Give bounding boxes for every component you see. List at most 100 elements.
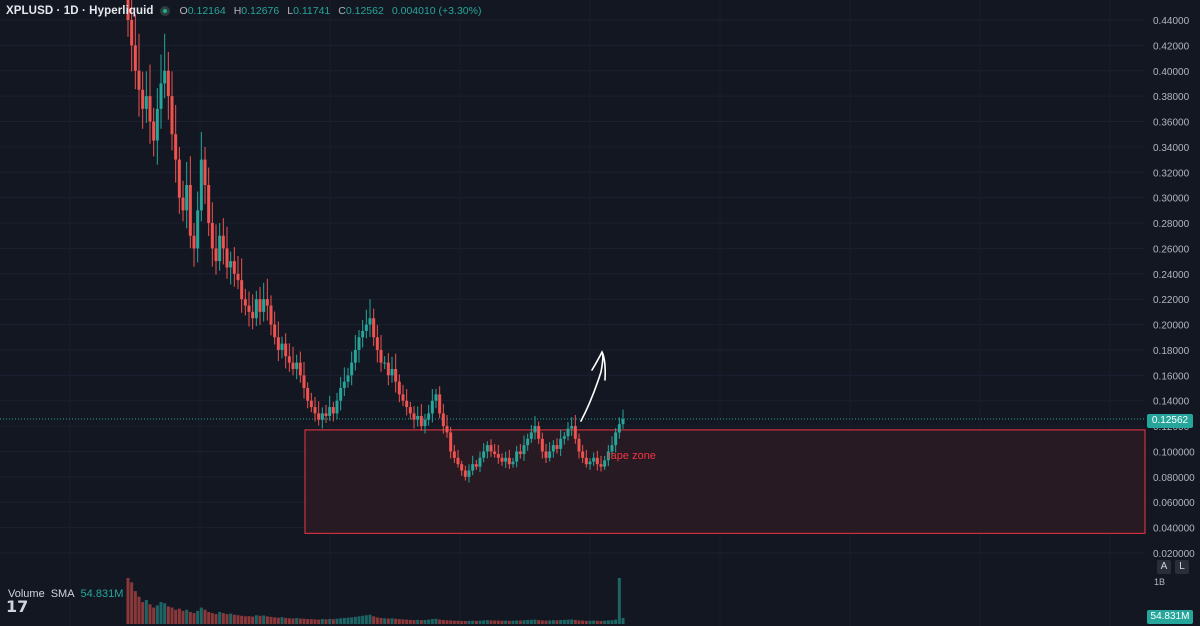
volume-bar	[251, 616, 255, 624]
volume-bar	[401, 619, 405, 624]
volume-bar	[548, 620, 552, 624]
candle-body	[394, 368, 398, 382]
volume-bar	[496, 620, 500, 624]
candle-body	[302, 375, 306, 389]
log-scale-button[interactable]: L	[1175, 560, 1189, 574]
volume-bar	[152, 607, 156, 624]
volume-bar	[357, 616, 361, 624]
volume-legend[interactable]: Volume SMA 54.831M	[8, 588, 123, 600]
volume-bar	[438, 619, 442, 624]
candle-body	[269, 305, 273, 325]
volume-bar	[529, 619, 533, 624]
candle-body	[320, 413, 324, 420]
volume-bar	[207, 611, 211, 624]
volume-bar	[500, 620, 504, 624]
candle-body	[533, 426, 537, 433]
candle-body	[482, 451, 486, 458]
candle-body	[555, 445, 559, 449]
candle-body	[339, 388, 343, 401]
candle-body	[185, 184, 189, 211]
price-tick-label: 0.18000	[1153, 346, 1190, 357]
candle-body	[606, 451, 610, 461]
volume-bar	[599, 620, 603, 624]
price-tick-label: 0.16000	[1153, 371, 1190, 382]
candle-body	[430, 400, 434, 414]
candle-body	[287, 356, 291, 363]
candle-body	[456, 457, 460, 465]
candle-body	[405, 400, 409, 408]
volume-bar	[570, 619, 574, 624]
price-tick-label: 0.30000	[1153, 194, 1190, 205]
candle-body	[423, 419, 427, 427]
volume-bar	[317, 619, 321, 624]
candle-body	[617, 424, 621, 433]
candle-body	[357, 337, 361, 350]
volume-bar	[240, 615, 244, 624]
volume-bar	[214, 614, 218, 624]
tradingview-logo[interactable]: 17	[6, 597, 29, 616]
volume-bar	[335, 618, 339, 624]
candle-body	[485, 445, 489, 452]
volume-bar	[537, 620, 541, 624]
volume-bar	[298, 618, 302, 624]
volume-bar	[295, 617, 299, 624]
candle-body	[540, 438, 544, 452]
volume-bar	[452, 620, 456, 624]
candle-body	[214, 248, 218, 262]
volume-bar	[423, 619, 427, 624]
volume-bar	[273, 617, 277, 624]
candle-body	[449, 432, 453, 452]
candle-body	[383, 362, 387, 364]
price-tick-label: 0.38000	[1153, 92, 1190, 103]
candle-body	[529, 432, 533, 439]
symbol-title[interactable]: XPLUSD · 1D · Hyperliquid	[6, 5, 154, 17]
candle-body	[133, 45, 137, 71]
candle-body	[346, 375, 350, 382]
candle-body	[515, 451, 519, 462]
volume-bar	[493, 620, 497, 624]
candle-body	[328, 407, 332, 416]
volume-bar	[174, 609, 178, 624]
volume-sma-label: SMA	[50, 588, 75, 600]
price-tick-label: 0.28000	[1153, 219, 1190, 230]
volume-bar	[383, 618, 387, 624]
volume-bar	[617, 578, 621, 624]
candle-body	[229, 261, 233, 268]
arrow-annotation	[580, 350, 606, 422]
volume-bar	[284, 617, 288, 624]
volume-bar	[342, 617, 346, 624]
volume-bar	[478, 620, 482, 624]
auto-scale-button[interactable]: A	[1157, 560, 1171, 574]
volume-bar	[467, 620, 471, 624]
volume-bar	[375, 617, 379, 624]
volume-bar	[141, 602, 145, 624]
candle-body	[152, 121, 156, 141]
volume-bar	[364, 615, 368, 624]
volume-bar	[218, 611, 222, 624]
volume-bar	[551, 620, 555, 624]
volume-bar	[291, 618, 295, 624]
candle-body	[280, 343, 284, 350]
volume-sma-value: 54.831M	[80, 588, 124, 600]
candle-body	[273, 324, 277, 338]
high-value: 0.12676	[241, 5, 280, 17]
volume-bar	[507, 620, 511, 624]
volume-bar	[595, 620, 599, 624]
volume-bar	[163, 603, 167, 624]
candle-body	[592, 457, 596, 462]
candle-body	[258, 299, 262, 312]
volume-bar	[573, 619, 577, 624]
volume-bar	[243, 616, 247, 624]
candle-body	[460, 464, 464, 471]
candle-body	[361, 330, 365, 338]
price-tick-label: 0.080000	[1153, 473, 1195, 484]
price-tick-label: 0.040000	[1153, 524, 1195, 535]
low-value: 0.11741	[293, 5, 331, 17]
volume-bar	[416, 619, 420, 624]
candle-body	[159, 83, 163, 109]
change-value: 0.004010 (+3.30%)	[391, 5, 482, 17]
volume-bar	[562, 619, 566, 624]
candle-body	[493, 451, 497, 455]
volume-bar	[302, 618, 306, 624]
